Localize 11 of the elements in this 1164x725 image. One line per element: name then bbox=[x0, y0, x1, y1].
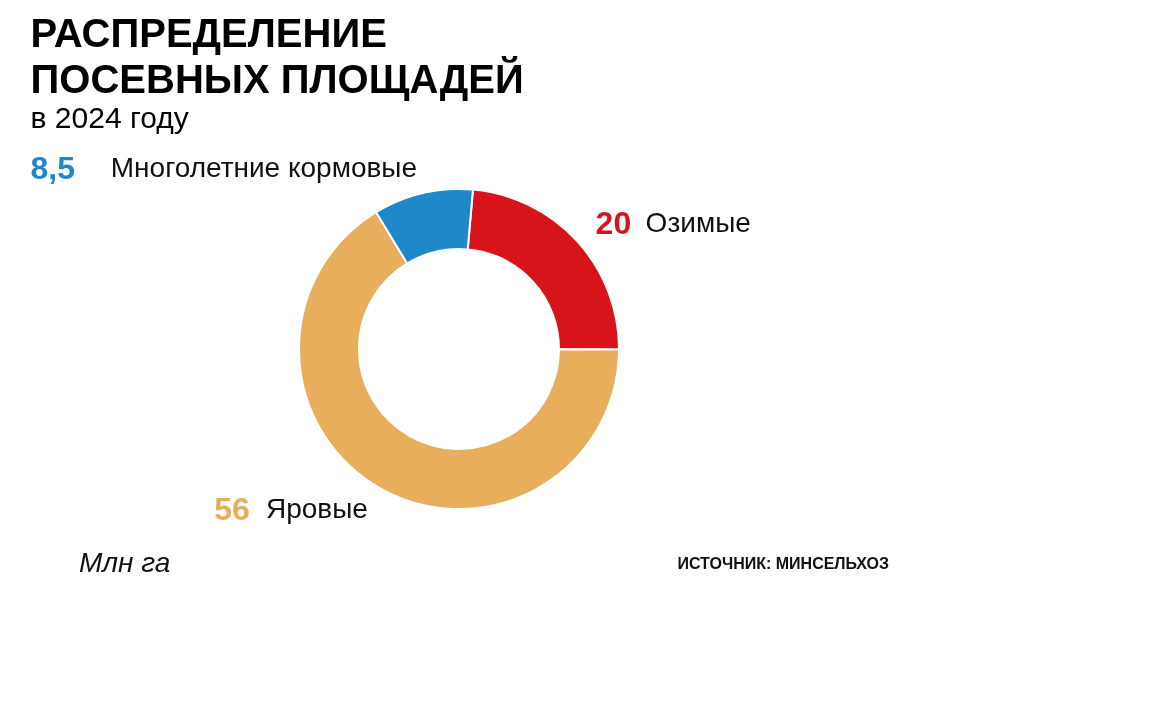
slice-label: Озимые bbox=[645, 207, 751, 239]
text: ПОСЕВНЫХ ПЛОЩАДЕЙ bbox=[30, 57, 524, 101]
data-label: 8,5 bbox=[30, 149, 76, 186]
text: Млн га bbox=[79, 547, 171, 578]
slice-label: Многолетние кормовые bbox=[110, 151, 418, 183]
text: ИСТОЧНИК: МИНСЕЛЬХОЗ bbox=[677, 555, 889, 572]
data-label: 20 bbox=[595, 205, 632, 242]
slice-label: Яровые bbox=[265, 493, 368, 525]
text: РАСПРЕДЕЛЕНИЕ bbox=[30, 11, 387, 55]
chart-subtitle: в 2024 году bbox=[30, 101, 189, 134]
data-label: 56 bbox=[214, 491, 250, 528]
